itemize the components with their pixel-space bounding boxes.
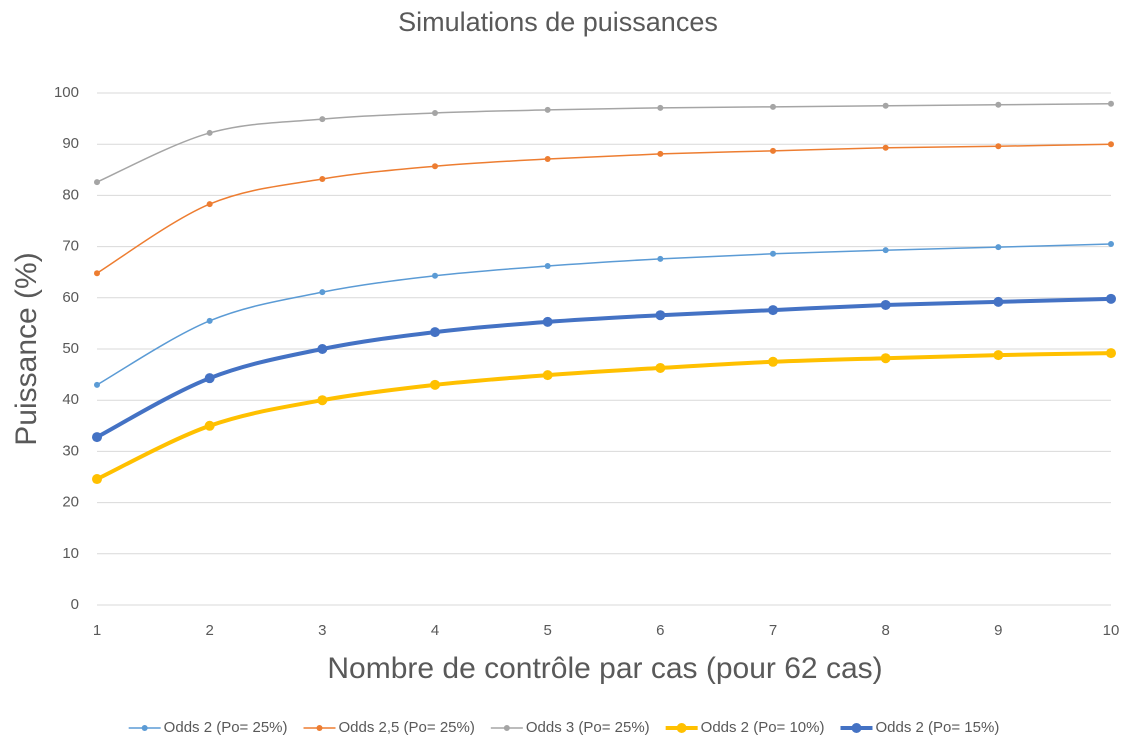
data-point xyxy=(880,299,891,310)
data-point xyxy=(770,250,776,257)
data-point xyxy=(770,103,776,110)
data-point xyxy=(92,474,102,485)
data-point xyxy=(204,420,215,431)
x-tick-label: 4 xyxy=(431,622,439,639)
data-point xyxy=(770,147,776,154)
legend-label: Odds 2 (Po= 15%) xyxy=(875,719,999,736)
legend: Odds 2 (Po= 25%) Odds 2,5 (Po= 25%) Odds 3… xyxy=(128,719,999,736)
data-point xyxy=(768,356,778,367)
data-point xyxy=(1108,241,1114,248)
x-tick-label: 5 xyxy=(543,622,551,639)
data-point xyxy=(993,350,1004,361)
chart-title: Simulations de puissances xyxy=(398,7,718,37)
data-point xyxy=(432,272,438,279)
series-line xyxy=(96,103,1112,183)
y-tick-label: 10 xyxy=(62,545,79,562)
y-tick-label: 80 xyxy=(62,186,79,203)
y-tick-label: 90 xyxy=(62,135,79,152)
data-point xyxy=(94,381,100,388)
data-point xyxy=(882,144,889,151)
data-point xyxy=(430,379,440,390)
x-axis-title: Nombre de contrôle par cas (pour 62 cas) xyxy=(327,652,882,685)
data-point xyxy=(319,116,326,123)
legend-swatch-marker xyxy=(676,723,687,733)
data-point xyxy=(995,244,1002,251)
data-point xyxy=(319,176,326,183)
legend-label: Odds 2,5 (Po= 25%) xyxy=(339,719,475,736)
data-point xyxy=(432,109,438,116)
data-point xyxy=(204,373,215,384)
legend-label: Odds 3 (Po= 25%) xyxy=(526,719,650,736)
series-line xyxy=(96,143,1112,274)
data-point xyxy=(319,289,326,296)
data-point xyxy=(880,353,891,364)
data-point xyxy=(655,362,666,373)
x-tick-label: 8 xyxy=(881,622,889,639)
legend-swatch-marker xyxy=(503,725,510,731)
data-point xyxy=(657,255,664,262)
series-line xyxy=(96,243,1112,386)
x-tick-label: 3 xyxy=(318,622,326,639)
data-point xyxy=(655,310,666,321)
data-point xyxy=(657,104,664,111)
data-point xyxy=(92,432,102,443)
data-point xyxy=(206,201,213,208)
y-tick-label: 60 xyxy=(62,289,79,306)
data-point xyxy=(882,247,889,254)
y-tick-label: 50 xyxy=(62,340,79,357)
legend-swatch-marker xyxy=(316,725,323,731)
y-tick-label: 70 xyxy=(62,238,79,255)
data-point xyxy=(657,150,664,157)
x-tick-label: 6 xyxy=(656,622,664,639)
y-tick-label: 30 xyxy=(62,442,79,459)
y-tick-label: 100 xyxy=(54,84,79,101)
data-point xyxy=(995,143,1002,150)
data-point xyxy=(882,102,889,109)
y-tick-label: 20 xyxy=(62,494,79,511)
data-point xyxy=(94,179,100,186)
data-point xyxy=(544,263,551,270)
legend-item: Odds 3 (Po= 25%) xyxy=(490,719,650,736)
data-point xyxy=(542,316,553,327)
series-line xyxy=(95,296,1113,440)
legend-item: Odds 2 (Po= 10%) xyxy=(665,719,825,736)
data-point xyxy=(1108,141,1114,148)
legend-item: Odds 2 (Po= 25%) xyxy=(128,719,288,736)
data-point xyxy=(1106,348,1116,359)
data-point xyxy=(317,395,328,406)
data-point xyxy=(94,270,100,277)
data-point xyxy=(430,327,440,338)
legend-label: Odds 2 (Po= 25%) xyxy=(164,719,288,736)
data-point xyxy=(1106,293,1116,304)
legend-item: Odds 2 (Po= 15%) xyxy=(840,719,999,736)
series-line xyxy=(95,351,1113,482)
x-tick-label: 10 xyxy=(1103,622,1120,639)
data-point xyxy=(544,156,551,163)
y-axis-title: Puissance (%) xyxy=(10,252,43,445)
x-tick-label: 7 xyxy=(769,622,777,639)
data-point xyxy=(995,101,1002,108)
legend-item: Odds 2,5 (Po= 25%) xyxy=(303,719,475,736)
legend-swatch-marker xyxy=(141,725,148,731)
x-tick-label: 2 xyxy=(205,622,213,639)
y-tick-label: 0 xyxy=(71,596,79,613)
data-point xyxy=(993,296,1004,307)
legend-label: Odds 2 (Po= 10%) xyxy=(701,719,825,736)
data-point xyxy=(544,106,551,113)
data-point xyxy=(768,305,778,316)
data-point xyxy=(1108,100,1114,107)
x-tick-label: 9 xyxy=(994,622,1002,639)
data-point xyxy=(432,163,438,170)
data-point xyxy=(206,317,213,324)
legend-swatch-marker xyxy=(851,723,862,733)
x-tick-label: 1 xyxy=(93,622,101,639)
data-point xyxy=(542,370,553,381)
y-tick-label: 40 xyxy=(62,391,79,408)
data-point xyxy=(206,129,213,136)
data-point xyxy=(317,344,328,354)
